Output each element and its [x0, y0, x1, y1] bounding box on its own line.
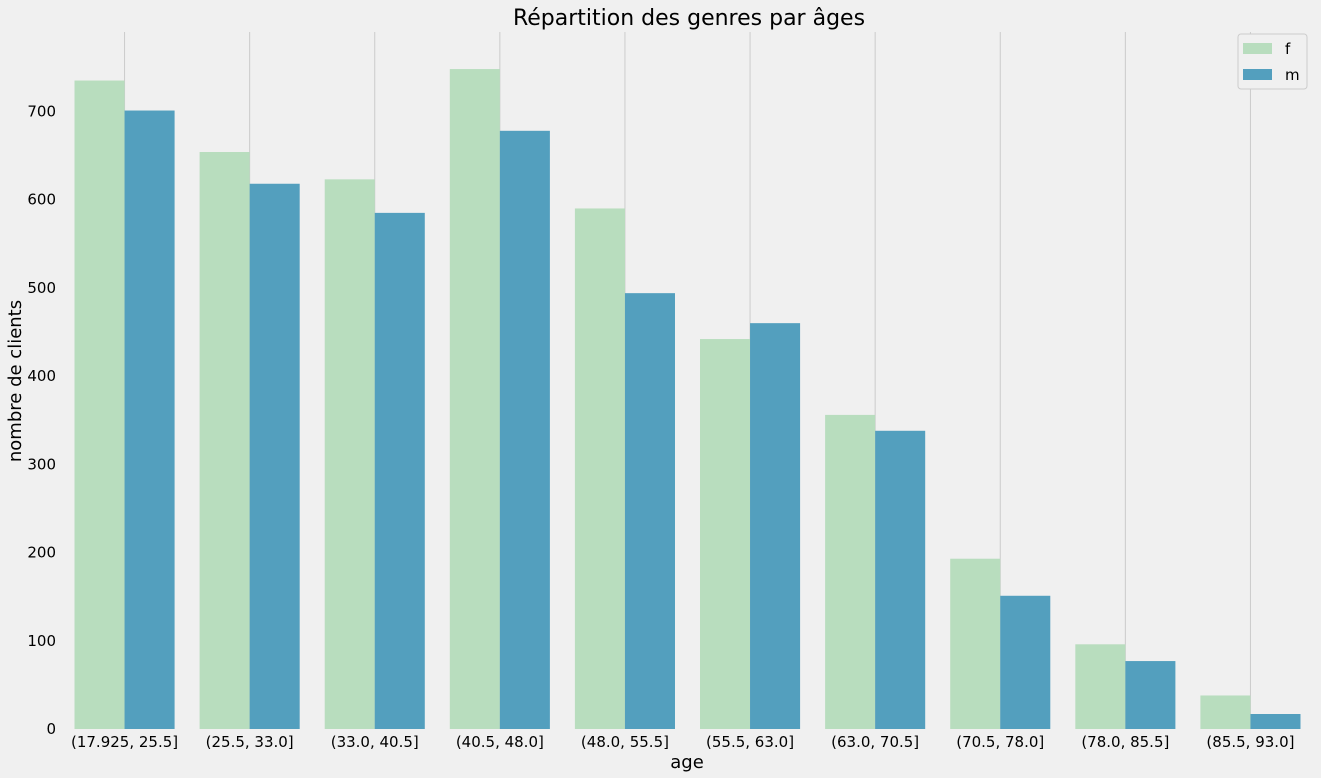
- y-tick-label: 700: [27, 102, 56, 120]
- bar-f: f (33.0, 40.5]: 623: [324, 179, 375, 729]
- y-tick-label: 100: [27, 632, 56, 650]
- x-tick-label: (78.0, 85.5]: [1081, 733, 1169, 751]
- bar-f: f (63.0, 70.5]: 356: [825, 414, 876, 729]
- bar-m: m (70.5, 78.0]: 151: [1000, 595, 1051, 729]
- legend: fm: [1237, 33, 1308, 90]
- bar-m: m (55.5, 63.0]: 460: [750, 323, 801, 729]
- bar-f: f (25.5, 33.0]: 654: [199, 151, 250, 729]
- bar-f: f (48.0, 55.5]: 590: [574, 208, 625, 730]
- bar-m: m (25.5, 33.0]: 618: [249, 183, 300, 729]
- bar-m: m (85.5, 93.0]: 17: [1250, 714, 1301, 729]
- bar-f: f (70.5, 78.0]: 193: [950, 558, 1001, 729]
- x-tick-labels: (17.925, 25.5] (25.5, 33.0] (33.0, 40.5] (4…: [71, 733, 1294, 751]
- y-tick-label: 300: [27, 455, 56, 473]
- x-tick-label: (55.5, 63.0]: [706, 733, 794, 751]
- bar-f: f (85.5, 93.0]: 38: [1200, 695, 1251, 729]
- legend-label-f: f: [1285, 40, 1291, 58]
- y-tick-label: 500: [27, 279, 56, 297]
- legend-swatch-m: [1243, 69, 1272, 80]
- bar-f: f (40.5, 48.0]: 748: [449, 69, 500, 730]
- x-axis-label: age: [670, 752, 704, 773]
- x-tick-label: (17.925, 25.5]: [71, 733, 178, 751]
- y-tick-label: 200: [27, 544, 56, 562]
- x-tick-label: (63.0, 70.5]: [831, 733, 919, 751]
- bar-f: f (17.925, 25.5]: 735: [74, 80, 125, 729]
- y-axis-label: nombre de clients: [5, 300, 26, 462]
- x-tick-label: (70.5, 78.0]: [956, 733, 1044, 751]
- y-tick-labels: 0 100 200 300 400 500 600 700: [27, 102, 56, 738]
- y-tick-label: 400: [27, 367, 56, 385]
- y-tick-label: 0: [46, 720, 56, 738]
- bars: f (17.925, 25.5]: 735 f (25.5, 33.0]: 654…: [74, 69, 1301, 730]
- bar-m: m (78.0, 85.5]: 77: [1125, 661, 1176, 729]
- bar-f: f (55.5, 63.0]: 442: [700, 339, 751, 729]
- bar-f: f (78.0, 85.5]: 96: [1075, 644, 1126, 729]
- x-tick-label: (33.0, 40.5]: [331, 733, 419, 751]
- x-tick-label: (40.5, 48.0]: [456, 733, 544, 751]
- legend-swatch-f: [1243, 43, 1272, 54]
- bar-m: m (33.0, 40.5]: 585: [374, 212, 425, 730]
- bar-m: m (48.0, 55.5]: 494: [624, 293, 675, 729]
- chart-title: Répartition des genres par âges: [513, 6, 865, 31]
- y-tick-label: 600: [27, 191, 56, 209]
- x-tick-label: (48.0, 55.5]: [581, 733, 669, 751]
- bar-m: m (63.0, 70.5]: 338: [875, 430, 926, 729]
- bar-m: m (17.925, 25.5]: 701: [124, 110, 175, 730]
- x-tick-label: (25.5, 33.0]: [206, 733, 294, 751]
- bar-m: m (40.5, 48.0]: 678: [499, 130, 550, 729]
- x-tick-label: (85.5, 93.0]: [1206, 733, 1294, 751]
- legend-label-m: m: [1285, 66, 1300, 84]
